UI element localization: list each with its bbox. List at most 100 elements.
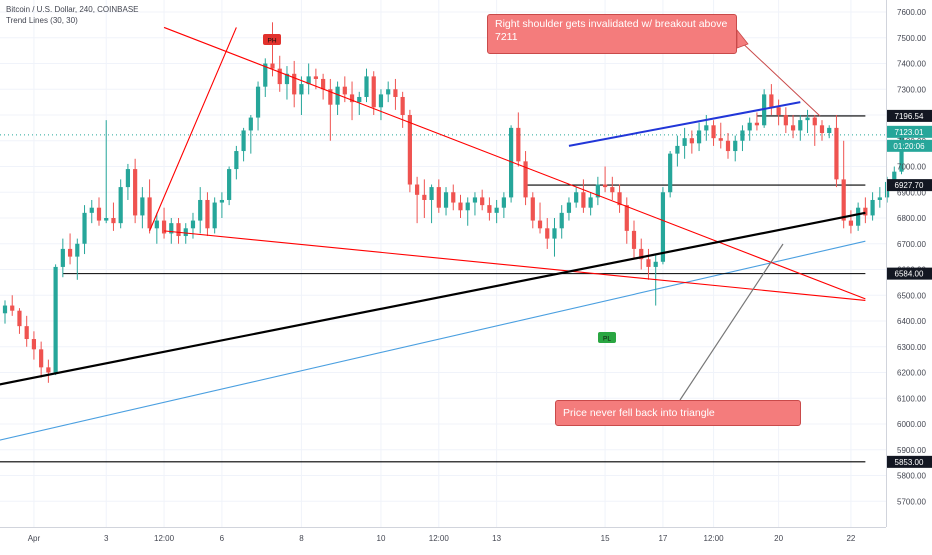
candle-body <box>748 123 752 131</box>
candle-body <box>249 118 253 131</box>
candle-body <box>46 367 50 372</box>
candle-body <box>834 128 838 180</box>
price-label-text: 7123.01 <box>895 128 924 137</box>
candle-body <box>155 221 159 229</box>
candle-body <box>668 154 672 193</box>
price-label-text: 5853.00 <box>895 458 924 467</box>
candle-body <box>234 151 238 169</box>
candle-body <box>213 203 217 229</box>
y-tick-label: 7600.00 <box>897 8 926 17</box>
candle-body <box>878 197 882 200</box>
candle-body <box>148 197 152 228</box>
candle-body <box>784 115 788 125</box>
price-label-dark: 7196.54 <box>887 110 932 122</box>
candle-body <box>769 94 773 107</box>
candle-body <box>393 89 397 97</box>
pivot-low-text: PL <box>603 336 611 343</box>
candle-body <box>119 187 123 223</box>
candle-body <box>798 120 802 130</box>
x-tick-label: 8 <box>299 534 304 543</box>
x-tick-label: 12:00 <box>154 534 175 543</box>
candle-body <box>697 130 701 143</box>
note-never-fell-back[interactable]: Price never fell back into triangle <box>555 400 801 426</box>
y-tick-label: 5900.00 <box>897 446 926 455</box>
candle-body <box>198 200 202 221</box>
candle-body <box>17 311 21 326</box>
candle-body <box>654 262 658 267</box>
candle-body <box>791 125 795 130</box>
candle-body <box>646 259 650 267</box>
candle-body <box>126 169 130 187</box>
pivot-markers: PH PL <box>263 30 820 400</box>
candle-body <box>241 130 245 151</box>
x-tick-label: 12:00 <box>704 534 725 543</box>
candle-body <box>321 79 325 89</box>
candle-body <box>466 203 470 211</box>
candle-body <box>856 208 860 226</box>
candle-body <box>719 138 723 141</box>
candle-body <box>415 185 419 195</box>
candle-body <box>625 205 629 231</box>
candle-body <box>805 118 809 121</box>
candle-body <box>849 221 853 226</box>
price-axis[interactable]: 5700.005800.005900.006000.006100.006200.… <box>887 0 932 527</box>
candle-body <box>661 192 665 262</box>
candle-body <box>827 128 831 133</box>
candle-body <box>314 76 318 79</box>
candle-body <box>176 223 180 236</box>
y-tick-label: 6800.00 <box>897 214 926 223</box>
y-tick-label: 5800.00 <box>897 472 926 481</box>
candle-body <box>90 208 94 213</box>
x-tick-label: Apr <box>28 534 41 543</box>
candle-body <box>32 339 36 349</box>
pointer-never-fell-back <box>680 244 783 400</box>
candle-body <box>610 187 614 192</box>
candle-body <box>863 208 867 216</box>
x-tick-label: 15 <box>601 534 610 543</box>
pivot-high-text: PH <box>267 38 276 45</box>
candle-body <box>589 197 593 207</box>
candle-body <box>726 141 730 151</box>
price-label-dark: 6927.70 <box>887 179 932 191</box>
y-tick-label: 6000.00 <box>897 420 926 429</box>
candle-body <box>603 185 607 188</box>
candle-body <box>299 84 303 94</box>
candle-body <box>437 187 441 208</box>
price-label-text: 01:20:06 <box>893 142 925 151</box>
candle-body <box>357 97 361 102</box>
candle-body <box>538 221 542 229</box>
candle-body <box>820 125 824 133</box>
x-tick-label: 3 <box>104 534 109 543</box>
x-tick-label: 20 <box>774 534 783 543</box>
candle-body <box>777 107 781 115</box>
price-label-text: 7196.54 <box>895 112 924 121</box>
candle-body <box>220 200 224 203</box>
candle-body <box>422 195 426 200</box>
x-tick-label: 22 <box>846 534 855 543</box>
price-label-timer: 01:20:06 <box>887 140 932 152</box>
symbol-title: Bitcoin / U.S. Dollar, 240, COINBASE <box>6 5 139 14</box>
candle-body <box>191 221 195 229</box>
candle-body <box>408 115 412 185</box>
trendlines-front <box>0 27 865 390</box>
candle-body <box>444 192 448 207</box>
indicator-legend[interactable]: Trend Lines (30, 30) <box>6 16 78 25</box>
y-tick-label: 6500.00 <box>897 291 926 300</box>
candle-body <box>68 249 72 257</box>
note-right-shoulder[interactable]: Right shoulder gets invalidated w/ break… <box>487 14 737 54</box>
candle-body <box>25 326 29 339</box>
candle-body <box>480 197 484 205</box>
candle-body <box>401 97 405 115</box>
candle-body <box>386 89 390 94</box>
y-tick-label: 7300.00 <box>897 85 926 94</box>
candle-body <box>502 197 506 207</box>
candle-body <box>75 244 79 257</box>
candle-body <box>574 192 578 202</box>
black-trendline <box>0 213 865 391</box>
candle-body <box>740 130 744 140</box>
candle-body <box>372 76 376 107</box>
candle-body <box>552 228 556 238</box>
